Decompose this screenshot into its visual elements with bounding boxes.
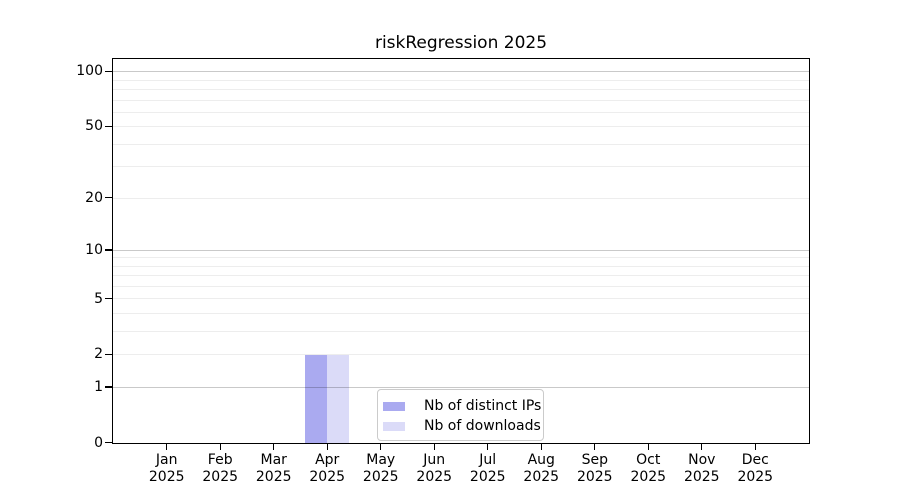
y-tick-label: 5: [94, 290, 103, 307]
bar-downloads: [327, 354, 350, 443]
y-tick-mark: [105, 353, 112, 356]
decade-gridline: [113, 249, 809, 251]
minor-gridline: [113, 265, 809, 267]
x-tick-mark: [219, 444, 221, 450]
decade-gridline: [113, 71, 809, 73]
x-tick-mark: [273, 444, 275, 450]
x-tick-mark: [380, 444, 382, 450]
legend-item-distinct-ips: Nb of distinct IPs: [383, 396, 543, 416]
y-tick-label: 50: [85, 118, 103, 135]
y-tick-label: 10: [85, 241, 103, 258]
x-tick-mark: [594, 444, 596, 450]
x-tick-mark: [540, 444, 542, 450]
x-tick-label: May 2025: [362, 452, 399, 485]
minor-gridline: [113, 298, 809, 300]
minor-gridline: [113, 331, 809, 333]
minor-gridline: [113, 166, 809, 168]
minor-gridline: [113, 88, 809, 90]
minor-gridline: [113, 313, 809, 315]
x-tick-mark: [433, 444, 435, 450]
decade-gridline: [113, 386, 809, 388]
bar-distinct-ips: [305, 354, 328, 443]
x-tick-label: Aug 2025: [523, 452, 560, 485]
minor-gridline: [113, 257, 809, 259]
y-tick-mark: [105, 297, 112, 300]
x-tick-mark: [647, 444, 649, 450]
minor-gridline: [113, 126, 809, 128]
y-tick-mark: [105, 125, 112, 128]
x-tick-label: Oct 2025: [630, 452, 667, 485]
x-tick-label: Mar 2025: [255, 452, 292, 485]
legend-label-downloads: Nb of downloads: [424, 418, 541, 434]
minor-gridline: [113, 285, 809, 287]
x-tick-mark: [487, 444, 489, 450]
y-tick-label: 0: [94, 434, 103, 451]
minor-gridline: [113, 197, 809, 199]
plot-area: [112, 58, 810, 444]
x-tick-label: Jul 2025: [469, 452, 506, 485]
legend-label-distinct-ips: Nb of distinct IPs: [424, 398, 542, 414]
minor-gridline: [113, 354, 809, 356]
x-tick-mark: [326, 444, 328, 450]
legend-item-downloads: Nb of downloads: [383, 416, 543, 436]
x-tick-label: Jun 2025: [416, 452, 453, 485]
x-tick-mark: [166, 444, 168, 450]
minor-gridline: [113, 99, 809, 101]
y-tick-mark: [105, 70, 112, 73]
minor-gridline: [113, 111, 809, 113]
x-tick-mark: [754, 444, 756, 450]
legend-swatch-distinct-ips: [383, 401, 405, 411]
minor-gridline: [113, 79, 809, 81]
y-tick-label: 1: [94, 379, 103, 396]
y-tick-mark: [105, 442, 112, 444]
x-tick-label: Dec 2025: [737, 452, 774, 485]
x-tick-label: Nov 2025: [683, 452, 720, 485]
x-tick-label: Feb 2025: [202, 452, 239, 485]
x-tick-mark: [701, 444, 703, 450]
x-tick-label: Apr 2025: [309, 452, 346, 485]
legend-swatch-downloads: [383, 421, 405, 431]
y-tick-label: 20: [85, 189, 103, 206]
chart-title: riskRegression 2025: [374, 33, 548, 53]
minor-gridline: [113, 143, 809, 145]
y-tick-label: 2: [94, 346, 103, 363]
y-tick-mark: [105, 249, 112, 251]
legend: Nb of distinct IPs Nb of downloads: [377, 389, 544, 441]
x-tick-label: Jan 2025: [148, 452, 185, 485]
x-tick-label: Sep 2025: [576, 452, 613, 485]
y-tick-mark: [105, 386, 112, 388]
minor-gridline: [113, 275, 809, 277]
y-tick-label: 100: [76, 63, 103, 80]
y-tick-mark: [105, 197, 112, 199]
